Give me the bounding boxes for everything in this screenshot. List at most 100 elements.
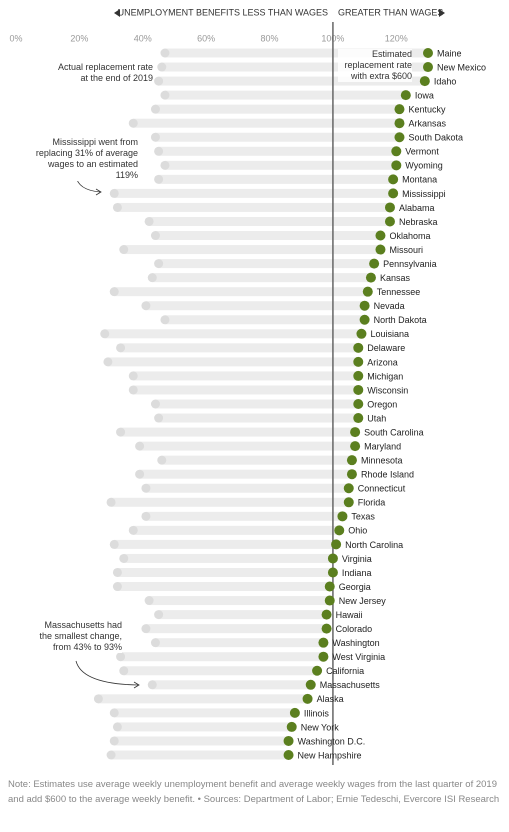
state-label: Alabama xyxy=(399,203,435,213)
range-bar xyxy=(155,231,381,241)
state-label: Missouri xyxy=(389,245,423,255)
end-dot xyxy=(384,216,395,227)
start-dot xyxy=(116,652,126,662)
state-label: Illinois xyxy=(304,708,330,718)
start-dot xyxy=(93,694,103,704)
start-dot xyxy=(100,329,110,339)
state-label: New York xyxy=(301,722,340,732)
range-bar xyxy=(149,596,330,606)
start-dot xyxy=(160,315,170,325)
range-bar xyxy=(117,202,390,212)
end-dot xyxy=(327,567,338,578)
end-dot xyxy=(327,553,338,564)
range-bar xyxy=(161,455,352,465)
end-dot xyxy=(318,651,329,662)
annotation: Mississippi went from replacing 31% of a… xyxy=(28,137,138,181)
state-label: Arkansas xyxy=(408,119,446,129)
range-bar xyxy=(158,146,397,156)
x-tick-label: 120% xyxy=(385,33,408,43)
start-dot xyxy=(119,553,129,563)
start-dot xyxy=(154,174,164,184)
range-bar xyxy=(133,385,359,395)
state-label: Louisiana xyxy=(370,329,409,339)
start-dot xyxy=(106,497,116,507)
range-bar xyxy=(164,48,428,58)
start-dot xyxy=(103,357,113,367)
start-dot xyxy=(160,160,170,170)
end-dot xyxy=(353,399,364,409)
end-dot xyxy=(321,623,332,634)
start-dot xyxy=(150,638,160,648)
annotation-arrowhead xyxy=(133,681,140,689)
header-right: GREATER THAN WAGES xyxy=(338,7,443,17)
start-dot xyxy=(147,273,157,283)
start-dot xyxy=(116,427,126,437)
state-label: Connecticut xyxy=(358,484,406,494)
end-dot xyxy=(343,497,354,508)
state-label: Idaho xyxy=(434,76,457,86)
state-label: Massachusetts xyxy=(320,680,381,690)
state-label: South Dakota xyxy=(408,133,463,143)
end-dot xyxy=(286,721,297,732)
end-dot xyxy=(346,455,357,466)
end-dot xyxy=(353,384,364,395)
start-dot xyxy=(141,624,151,634)
footnote: Note: Estimates use average weekly unemp… xyxy=(8,779,500,805)
end-dot xyxy=(375,244,386,255)
x-tick-label: 60% xyxy=(197,33,215,43)
state-label: Washington D.C. xyxy=(298,736,366,746)
x-tick-label: 80% xyxy=(261,33,279,43)
state-label: Indiana xyxy=(342,568,372,578)
range-bar xyxy=(114,188,394,198)
range-bar xyxy=(123,666,318,676)
end-dot xyxy=(356,328,367,339)
state-label: Rhode Island xyxy=(361,470,414,480)
series-label: Actual replacement rate at the end of 20… xyxy=(57,62,153,83)
end-dot xyxy=(369,258,380,269)
start-dot xyxy=(135,441,145,451)
range-bar xyxy=(133,118,400,128)
end-dot xyxy=(321,609,332,620)
range-bar xyxy=(111,750,289,760)
end-dot xyxy=(305,679,316,690)
range-bar xyxy=(139,441,356,451)
state-label: Tennessee xyxy=(377,287,421,297)
end-dot xyxy=(343,483,354,494)
range-bar xyxy=(145,624,327,634)
end-dot xyxy=(324,595,335,606)
start-dot xyxy=(141,511,151,521)
range-bar xyxy=(145,301,365,311)
state-label: Pennsylvania xyxy=(383,259,437,269)
state-label: Utah xyxy=(367,413,386,423)
end-dot xyxy=(353,370,364,381)
state-label: Arizona xyxy=(367,357,398,367)
range-bar xyxy=(133,371,359,381)
range-bar xyxy=(155,104,400,114)
x-tick-label: 0% xyxy=(9,33,22,43)
end-dot xyxy=(359,314,370,325)
state-label: Oklahoma xyxy=(389,231,430,241)
range-bar xyxy=(155,638,324,648)
state-label: Montana xyxy=(402,175,437,185)
state-label: Virginia xyxy=(342,554,372,564)
start-dot xyxy=(141,483,151,493)
header-left: UNEMPLOYMENT BENEFITS LESS THAN WAGES xyxy=(118,7,328,17)
start-dot xyxy=(144,596,154,606)
start-dot xyxy=(144,216,154,226)
end-dot xyxy=(318,637,329,648)
end-dot xyxy=(423,62,433,73)
end-dot xyxy=(289,707,300,718)
end-dot xyxy=(350,441,361,452)
end-dot xyxy=(388,188,399,199)
state-label: Oregon xyxy=(367,399,397,409)
range-bar xyxy=(114,736,289,746)
annotation-arrowhead xyxy=(95,188,102,196)
range-bar xyxy=(158,76,425,86)
start-dot xyxy=(154,259,164,269)
range-bar xyxy=(114,539,337,549)
end-dot xyxy=(350,427,361,438)
start-dot xyxy=(150,231,160,241)
start-dot xyxy=(157,62,167,72)
range-bar xyxy=(158,413,359,423)
start-dot xyxy=(154,610,164,620)
